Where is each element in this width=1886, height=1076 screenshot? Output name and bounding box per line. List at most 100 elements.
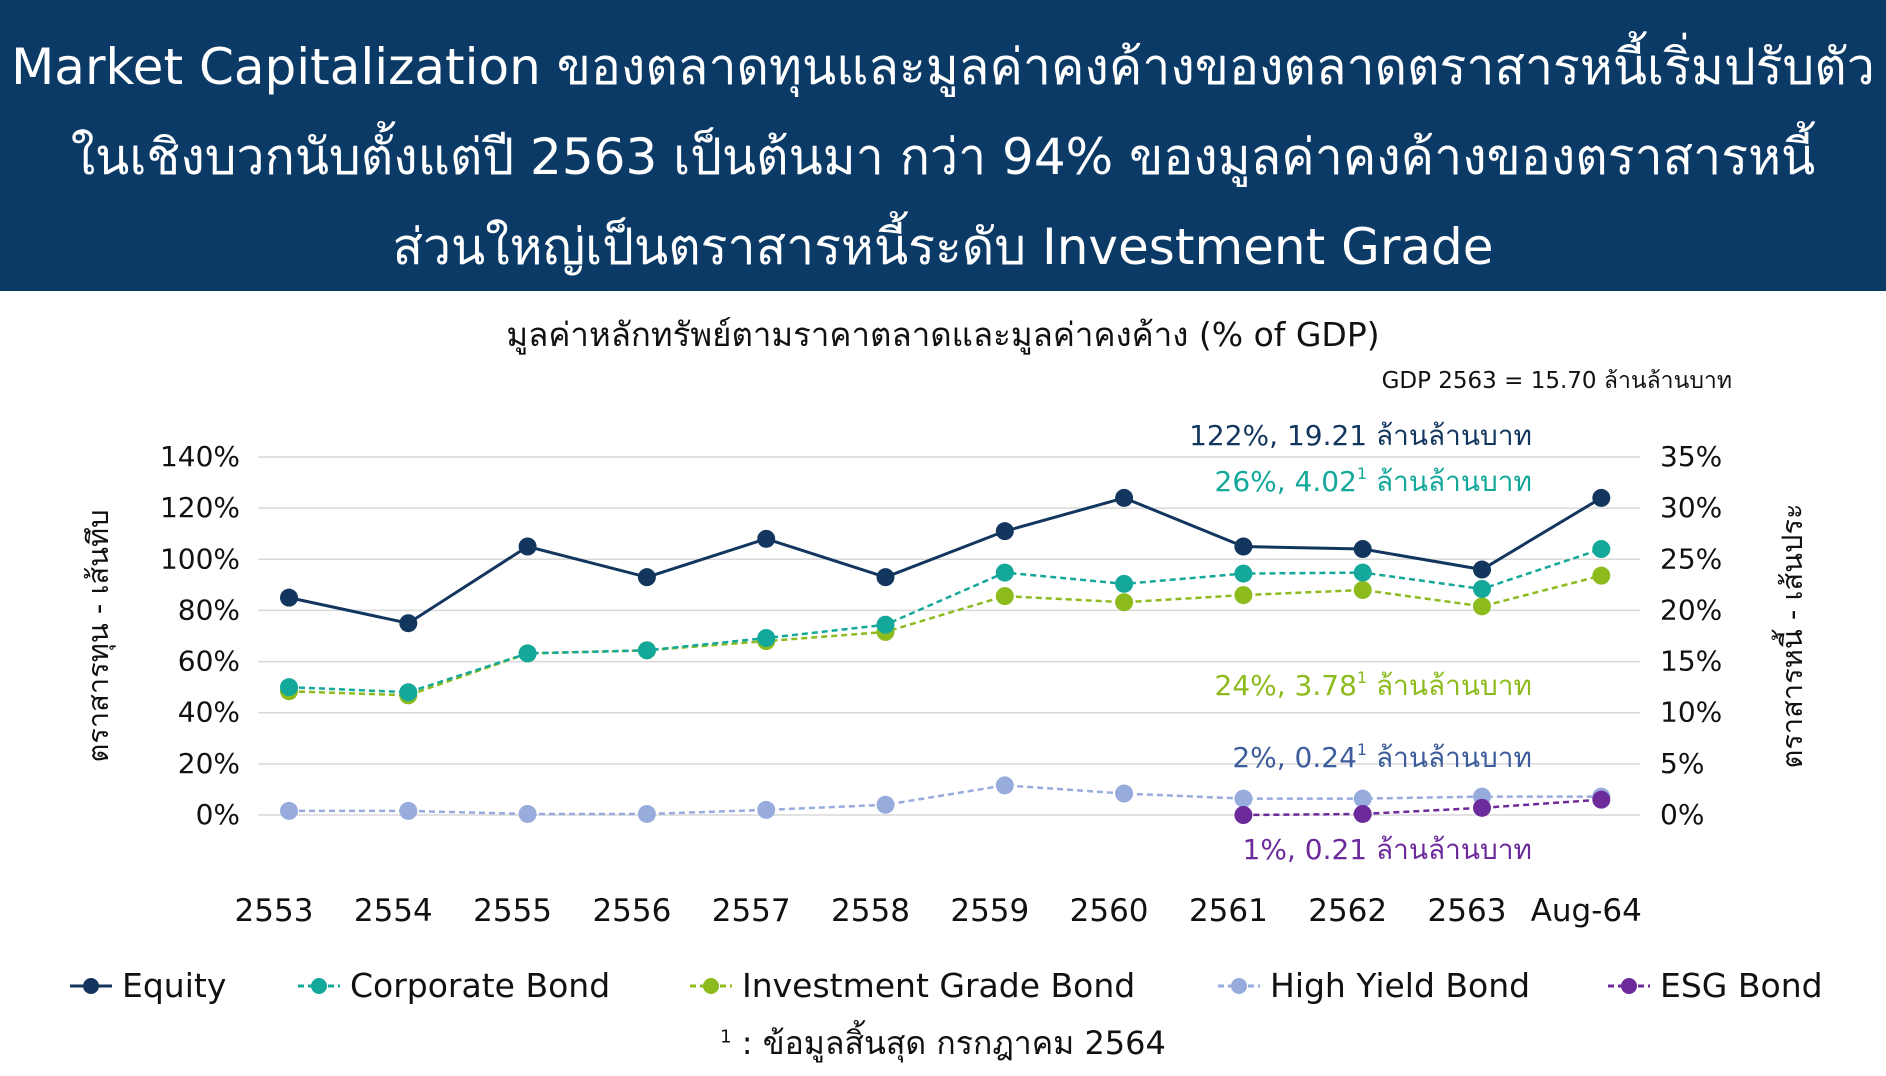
data-point-equity: [1115, 488, 1134, 507]
data-point-equity: [876, 568, 895, 587]
data-point-equity: [280, 588, 298, 607]
annotation-label: 24%, 3.781 ล้านล้านบาท: [1215, 668, 1532, 702]
x-tick-label: 2557: [712, 893, 791, 929]
data-point-investment-grade-bond: [1353, 580, 1372, 599]
chart: มูลค่าหลักทรัพย์ตามราคาตลาดและมูลค่าคงค้…: [70, 315, 1823, 1005]
x-tick-label: 2563: [1428, 893, 1507, 929]
data-point-corporate-bond: [1115, 574, 1134, 593]
data-point-equity: [757, 529, 776, 548]
series-line-high-yield-bond: [289, 784, 1602, 816]
legend-marker: [1621, 978, 1637, 994]
headline-line-2: ในเชิงบวกนับตั้งแต่ปี 2563 เป็นต้นมา กว่…: [70, 128, 1816, 186]
x-tick-label: 2561: [1189, 893, 1268, 929]
data-point-investment-grade-bond: [1473, 597, 1491, 616]
data-point-esg-bond: [1353, 804, 1372, 823]
data-point-high-yield-bond: [876, 795, 895, 814]
data-point-corporate-bond: [1473, 579, 1491, 598]
annotation-label: 26%, 4.021 ล้านล้านบาท: [1215, 464, 1532, 498]
x-tick-label: Aug-64: [1531, 893, 1642, 929]
data-point-equity: [1473, 560, 1491, 579]
y-left-tick-label: 100%: [160, 542, 240, 575]
legend-marker: [1231, 978, 1247, 994]
x-tick-label: 2559: [950, 893, 1029, 929]
y-left-tick-label: 40%: [178, 696, 240, 729]
y-right-tick-label: 15%: [1660, 645, 1722, 678]
legend-marker: [703, 978, 719, 994]
chart-title: มูลค่าหลักทรัพย์ตามราคาตลาดและมูลค่าคงค้…: [506, 315, 1379, 355]
x-tick-label: 2560: [1070, 893, 1149, 929]
data-point-corporate-bond: [1353, 563, 1372, 582]
data-point-high-yield-bond: [280, 801, 298, 820]
x-tick-label: 2554: [354, 893, 433, 929]
legend-label: ESG Bond: [1660, 966, 1823, 1005]
x-tick-label: 2562: [1308, 893, 1387, 929]
data-point-corporate-bond: [637, 641, 656, 660]
data-point-equity: [399, 614, 418, 633]
y-right-tick-label: 20%: [1660, 593, 1722, 626]
title-banner: Market Capitalization ของตลาดทุนและมูลค่…: [0, 0, 1886, 291]
footnote-text: : ข้อมูลสิ้นสุด กรกฎาคม 2564: [731, 1024, 1166, 1062]
data-point-equity: [1234, 537, 1253, 556]
series-line-equity: [288, 496, 1603, 625]
x-tick-label: 2553: [235, 893, 314, 929]
data-point-corporate-bond: [399, 683, 418, 702]
data-point-high-yield-bond: [1234, 789, 1253, 808]
x-tick-label: 2558: [831, 893, 910, 929]
data-point-corporate-bond: [1234, 564, 1253, 583]
y-right-tick-label: 5%: [1660, 747, 1704, 780]
x-tick-label: 2556: [592, 893, 671, 929]
data-point-high-yield-bond: [1115, 784, 1134, 803]
data-point-high-yield-bond: [757, 800, 776, 819]
data-point-investment-grade-bond: [1234, 586, 1253, 605]
data-point-investment-grade-bond: [995, 587, 1014, 606]
data-point-high-yield-bond: [518, 804, 537, 823]
data-point-corporate-bond: [757, 629, 776, 648]
series-line-corporate-bond: [288, 547, 1602, 694]
y-right-tick-label: 30%: [1660, 491, 1722, 524]
y-left-tick-label: 0%: [196, 798, 240, 831]
chart-subtitle: GDP 2563 = 15.70 ล้านล้านบาท: [1382, 368, 1732, 394]
annotation-label: 122%, 19.21 ล้านล้านบาท: [1189, 419, 1532, 452]
y-left-axis-label: ตราสารทุน - เส้นทึบ: [81, 509, 116, 762]
y-right-tick-label: 10%: [1660, 696, 1722, 729]
footnote: 1 : ข้อมูลสิ้นสุด กรกฎาคม 2564: [0, 1018, 1886, 1069]
data-point-equity: [995, 522, 1014, 541]
annotation-label: 1%, 0.21 ล้านล้านบาท: [1243, 833, 1532, 866]
data-point-corporate-bond: [876, 615, 895, 634]
y-right-tick-label: 0%: [1660, 798, 1704, 831]
annotation-label: 2%, 0.241 ล้านล้านบาท: [1232, 740, 1532, 774]
data-point-investment-grade-bond: [1592, 566, 1611, 585]
data-point-investment-grade-bond: [1115, 593, 1134, 612]
legend-marker: [83, 978, 99, 994]
data-point-high-yield-bond: [995, 776, 1014, 795]
data-point-corporate-bond: [995, 563, 1014, 582]
y-left-tick-label: 120%: [160, 491, 240, 524]
data-point-high-yield-bond: [399, 801, 418, 820]
legend-label: Investment Grade Bond: [742, 966, 1135, 1005]
y-left-tick-label: 140%: [160, 440, 240, 473]
data-point-esg-bond: [1473, 798, 1491, 817]
headline-line-1: Market Capitalization ของตลาดทุนและมูลค่…: [11, 38, 1875, 96]
legend-label: High Yield Bond: [1270, 966, 1530, 1005]
y-left-tick-label: 20%: [178, 747, 240, 780]
data-point-equity: [518, 537, 537, 556]
y-right-axis-label: ตราสารหนี้ - เส้นประ: [1771, 503, 1809, 768]
data-point-equity: [1353, 540, 1372, 559]
legend-label: Corporate Bond: [350, 966, 610, 1005]
footnote-marker: 1: [720, 1026, 732, 1048]
x-tick-label: 2555: [473, 893, 552, 929]
data-point-esg-bond: [1234, 806, 1253, 824]
data-point-equity: [637, 568, 656, 587]
headline-line-3: ส่วนใหญ่เป็นตราสารหนี้ระดับ Investment G…: [392, 218, 1494, 276]
y-left-tick-label: 80%: [178, 593, 240, 626]
y-right-tick-label: 25%: [1660, 542, 1722, 575]
legend-marker: [311, 978, 327, 994]
data-point-high-yield-bond: [637, 804, 656, 823]
data-point-corporate-bond: [280, 678, 298, 697]
data-point-equity: [1592, 488, 1611, 507]
y-right-tick-label: 35%: [1660, 440, 1722, 473]
data-point-corporate-bond: [1592, 540, 1611, 559]
data-point-corporate-bond: [518, 644, 537, 663]
series-line-esg-bond: [1243, 798, 1602, 817]
data-point-esg-bond: [1592, 790, 1611, 809]
